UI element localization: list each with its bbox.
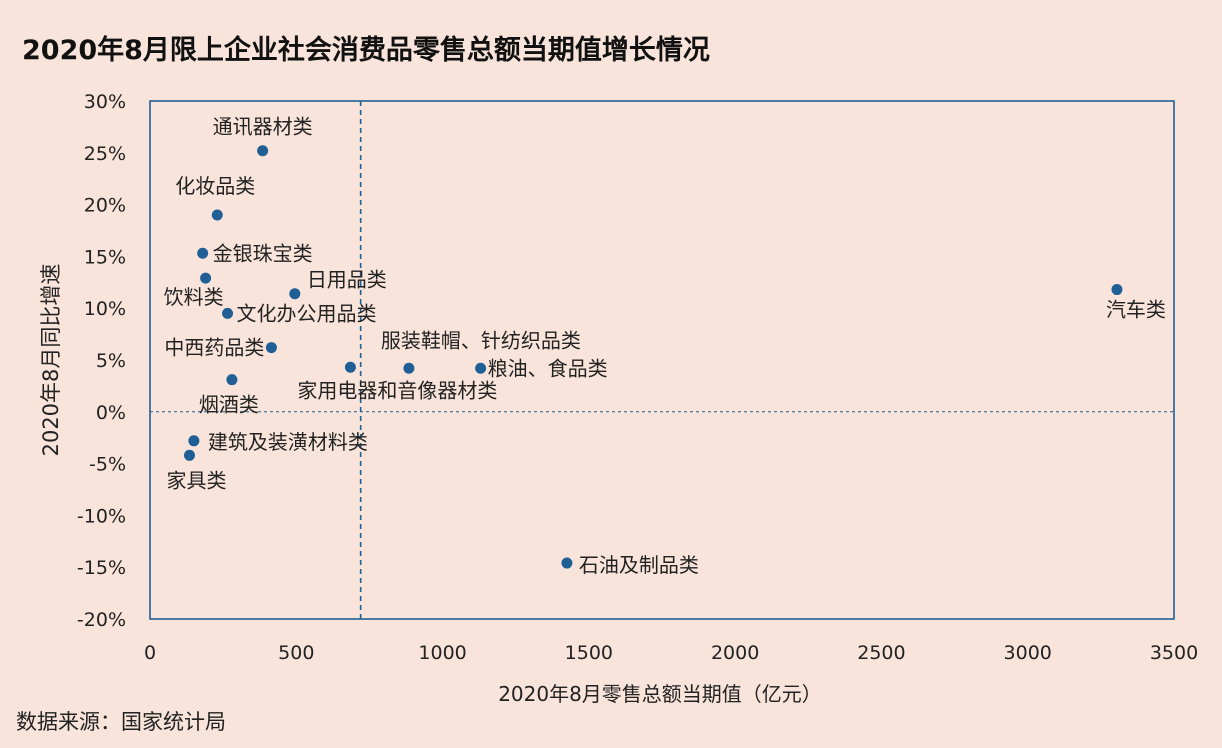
x-tick-label: 3000 <box>1004 642 1052 664</box>
data-point <box>226 374 238 386</box>
data-label: 家用电器和音像器材类 <box>297 378 497 402</box>
data-point <box>1111 284 1123 296</box>
data-point <box>561 557 573 569</box>
data-label: 中西药品类 <box>164 336 264 360</box>
data-label: 烟酒类 <box>199 393 259 417</box>
data-point <box>344 361 356 373</box>
data-label: 通讯器材类 <box>213 115 313 139</box>
y-tick-label: 10% <box>84 298 126 320</box>
data-point <box>200 272 212 284</box>
data-point <box>183 449 195 461</box>
data-point <box>289 288 301 300</box>
x-tick-label: 3500 <box>1150 642 1198 664</box>
data-point <box>265 342 277 354</box>
data-label: 粮油、食品类 <box>488 356 608 380</box>
x-tick-label: 2500 <box>857 642 905 664</box>
data-point <box>211 209 223 221</box>
x-tick-label: 500 <box>278 642 314 664</box>
y-tick-label: -5% <box>89 454 126 476</box>
data-point <box>475 362 487 374</box>
y-tick-label: 30% <box>84 91 126 113</box>
data-label: 服装鞋帽、针纺织品类 <box>381 328 581 352</box>
data-point <box>403 362 415 374</box>
data-label: 文化办公用品类 <box>237 301 377 325</box>
y-tick-label: 15% <box>84 246 126 268</box>
x-tick-label: 1000 <box>418 642 466 664</box>
y-tick-label: -15% <box>77 557 126 579</box>
plot-area-frame <box>149 100 1175 620</box>
data-points <box>183 145 1123 569</box>
reference-lines <box>150 101 1174 619</box>
x-axis-label: 2020年8月零售总额当期值（亿元） <box>498 682 822 706</box>
x-tick-label: 1500 <box>565 642 613 664</box>
data-label: 石油及制品类 <box>579 553 699 577</box>
y-tick-label: 20% <box>84 195 126 217</box>
data-label: 饮料类 <box>164 285 224 309</box>
data-label: 日用品类 <box>307 268 387 292</box>
data-label: 建筑及装潢材料类 <box>208 430 368 454</box>
axes: 30% 25% 20% 15% 10% 5% 0% -5% -10% -15% -20% 0 500 10… <box>77 91 1198 664</box>
data-label: 汽车类 <box>1106 298 1166 322</box>
data-point <box>257 145 269 157</box>
y-tick-label: -10% <box>77 505 126 527</box>
x-tick-label: 0 <box>144 642 156 664</box>
data-source-note: 数据来源：国家统计局 <box>16 710 226 734</box>
data-point <box>188 435 200 447</box>
data-point <box>197 247 209 259</box>
chart-title: 2020年8月限上企业社会消费品零售总额当期值增长情况 <box>22 35 710 66</box>
y-axis-label: 2020年8月同比增速 <box>39 264 63 457</box>
data-point <box>222 307 234 319</box>
data-label: 化妆品类 <box>175 174 255 198</box>
data-label: 金银珠宝类 <box>213 241 313 265</box>
x-tick-label: 2000 <box>711 642 759 664</box>
y-tick-label: 25% <box>84 143 126 165</box>
y-tick-label: -20% <box>77 609 126 631</box>
y-tick-label: 5% <box>96 350 126 372</box>
y-tick-label: 0% <box>96 402 126 424</box>
data-label: 家具类 <box>166 468 226 492</box>
